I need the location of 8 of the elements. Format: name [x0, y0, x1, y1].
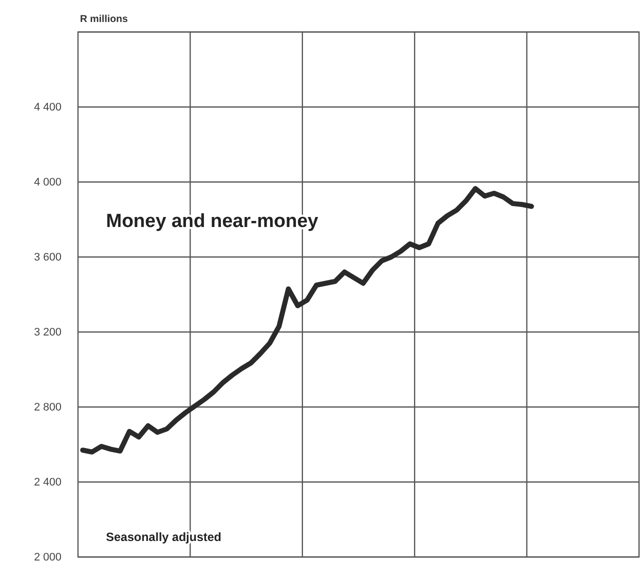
y-tick-label: 3 600: [34, 252, 62, 264]
y-tick-label: 2 400: [34, 476, 62, 489]
y-tick-label: 4 400: [34, 102, 62, 114]
y-tick-label: 4 000: [34, 176, 62, 189]
y-tick-label: 2 000: [34, 552, 62, 564]
y-tick-label: 2 800: [34, 402, 62, 414]
y-axis-title: R millions: [80, 14, 128, 25]
y-tick-label: 3 200: [34, 326, 62, 339]
